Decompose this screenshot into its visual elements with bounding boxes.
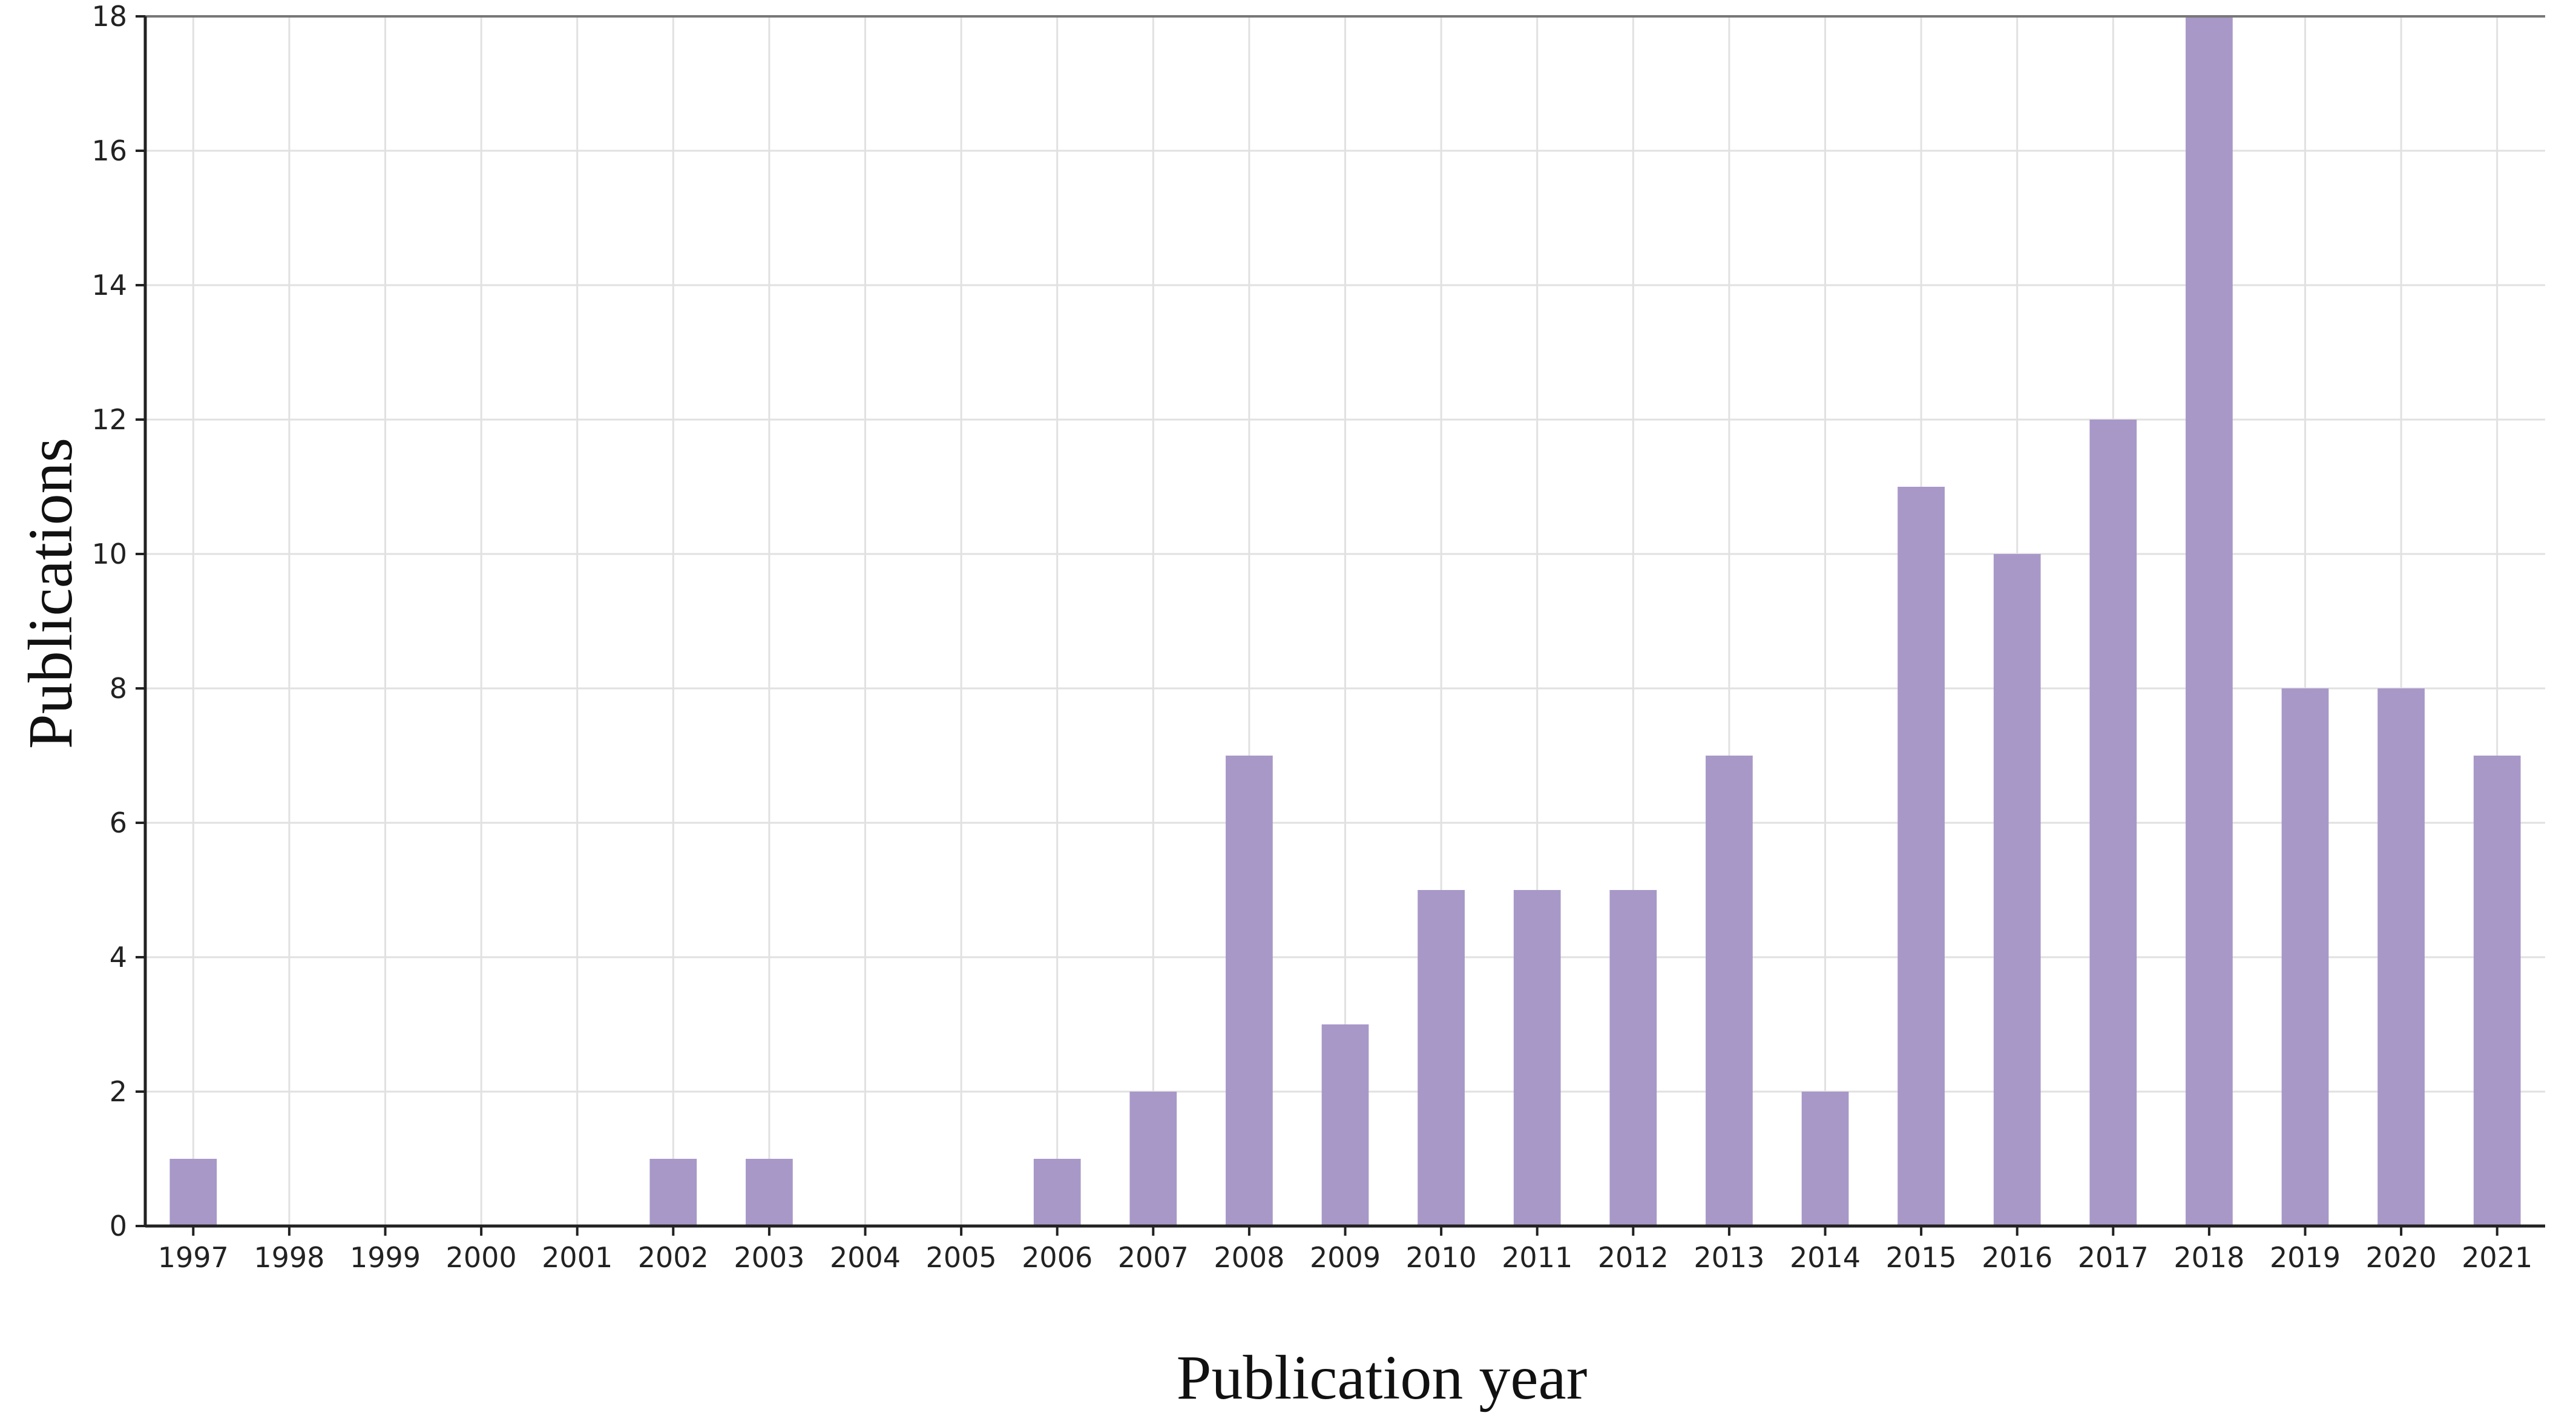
bar-2019 [2281,688,2329,1226]
bar-2015 [1898,487,1945,1226]
x-tick-label: 1999 [350,1241,421,1274]
x-tick-label: 2013 [1694,1241,1764,1274]
bar-2018 [2186,16,2233,1226]
x-tick-label: 1997 [158,1241,229,1274]
y-tick-label: 14 [91,269,127,302]
bar-2012 [1609,890,1657,1226]
bar-2007 [1129,1092,1177,1226]
y-tick-label: 2 [110,1075,127,1108]
x-tick-label: 2012 [1598,1241,1669,1274]
bar-2011 [1513,890,1561,1226]
x-tick-label: 2020 [2366,1241,2437,1274]
bar-2016 [1993,554,2041,1226]
bar-1997 [169,1159,217,1226]
x-tick-label: 1998 [254,1241,324,1274]
x-tick-label: 2005 [926,1241,997,1274]
x-tick-label: 2011 [1502,1241,1572,1274]
x-tick-label: 2002 [638,1241,709,1274]
y-tick-label: 8 [110,672,127,705]
x-tick-label: 2016 [1982,1241,2052,1274]
bar-2002 [649,1159,697,1226]
y-tick-label: 12 [91,403,127,436]
bar-2013 [1706,756,1753,1226]
x-tick-label: 2000 [446,1241,517,1274]
x-tick-label: 2009 [1310,1241,1381,1274]
y-tick-label: 6 [110,806,127,839]
bar-2009 [1321,1024,1369,1226]
y-tick-label: 18 [91,0,127,33]
bar-2014 [1801,1092,1849,1226]
x-tick-label: 2017 [2078,1241,2149,1274]
y-tick-label: 10 [91,538,127,570]
x-tick-label: 2010 [1406,1241,1477,1274]
x-axis-title: Publication year [1177,1343,1588,1412]
bar-2017 [2089,420,2137,1226]
x-tick-label: 2015 [1886,1241,1957,1274]
bar-2008 [1226,756,1273,1226]
bar-2020 [2377,688,2425,1226]
y-tick-label: 0 [110,1210,127,1242]
y-tick-label: 4 [110,941,127,974]
bar-2006 [1033,1159,1081,1226]
x-tick-label: 2008 [1214,1241,1284,1274]
x-tick-label: 2014 [1790,1241,1861,1274]
bar-2003 [746,1159,793,1226]
x-tick-label: 2006 [1022,1241,1092,1274]
x-tick-label: 2007 [1118,1241,1189,1274]
x-tick-label: 2018 [2174,1241,2244,1274]
bar-2010 [1418,890,1465,1226]
y-axis-title: Publications [16,438,85,749]
label-layer: 0 2 4 6 8 10 12 14 16 18 1997 1998 1999 2000 2001 2002 2… [91,0,2532,1274]
x-tick-label: 2001 [542,1241,613,1274]
bar-layer [169,16,2521,1226]
x-tick-label: 2003 [734,1241,804,1274]
x-tick-label: 2004 [830,1241,901,1274]
x-tick-label: 2021 [2462,1241,2532,1274]
x-tick-label: 2019 [2270,1241,2341,1274]
axis-layer [136,15,2545,1236]
bar-2021 [2473,756,2521,1226]
y-tick-label: 16 [91,134,127,167]
